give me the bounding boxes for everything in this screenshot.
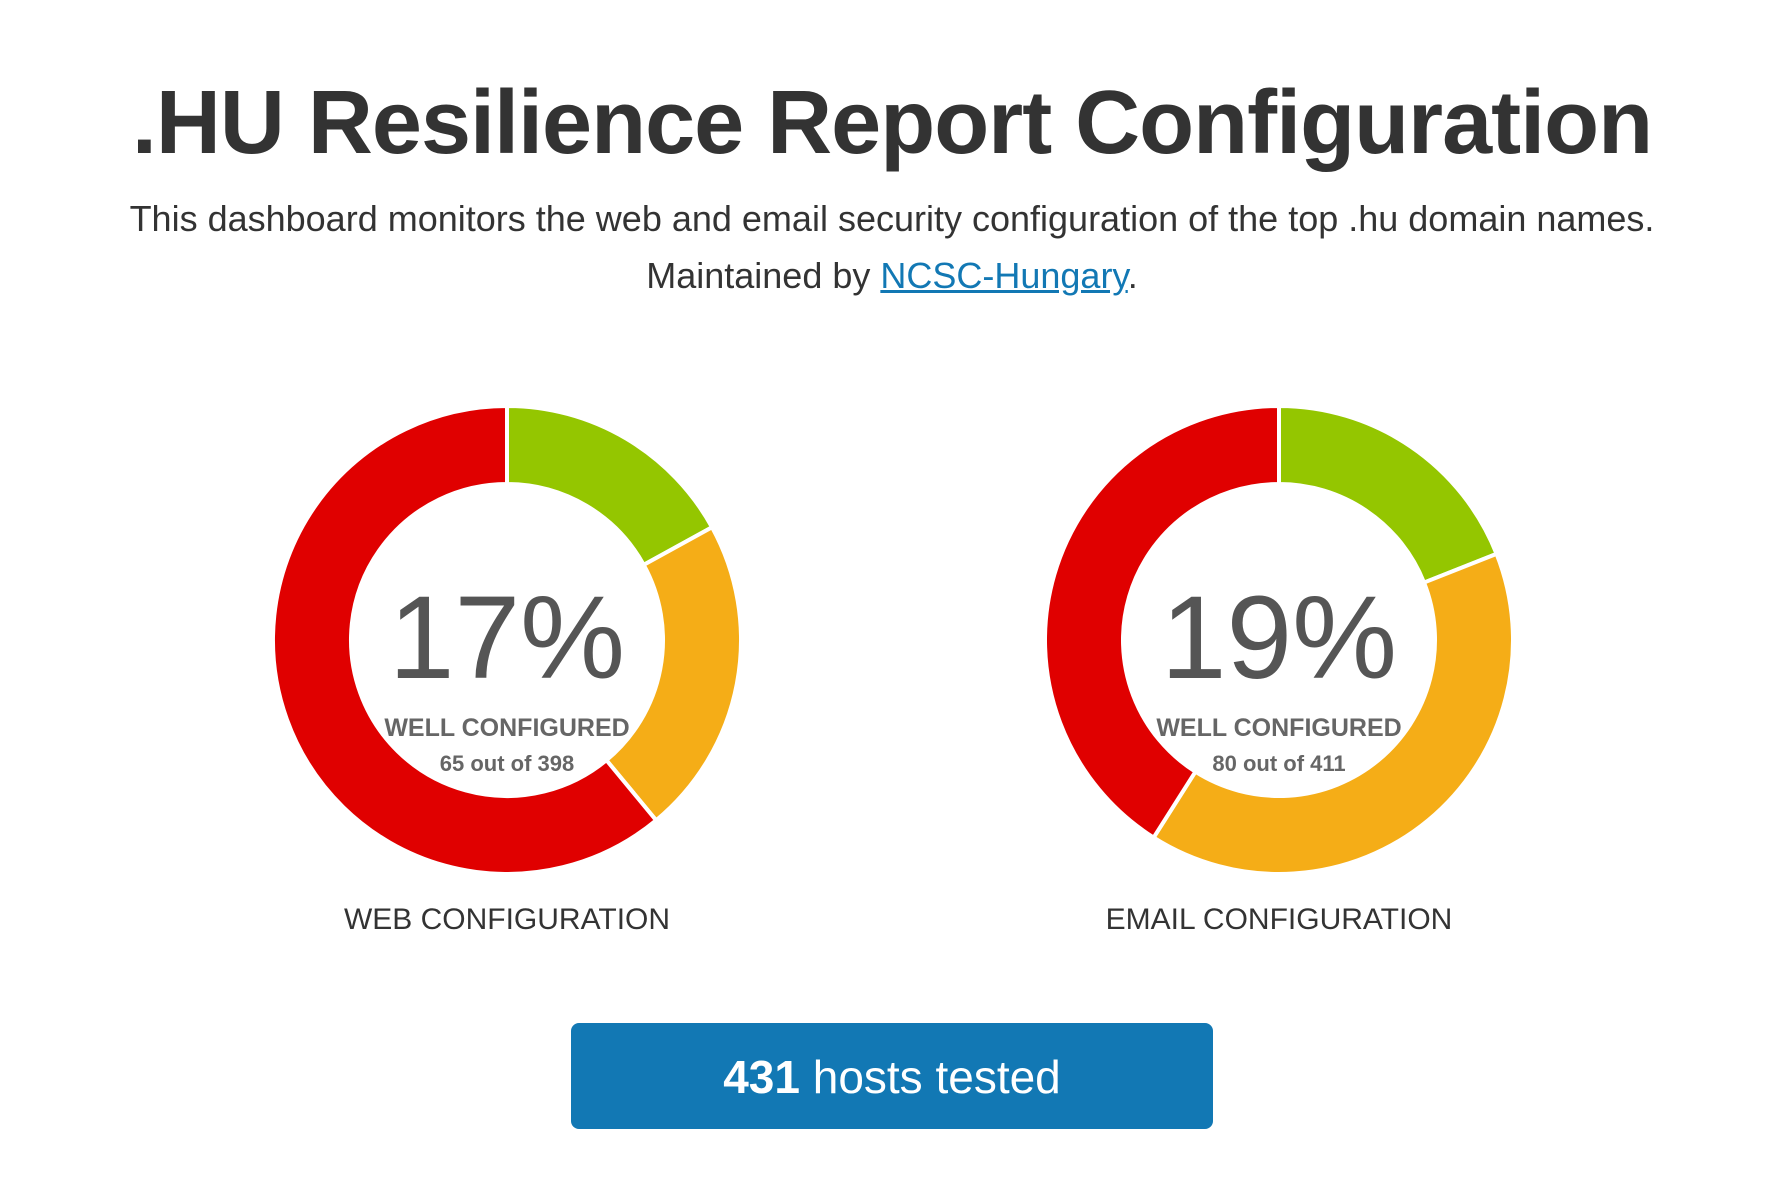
center-label: WELL CONFIGURED bbox=[1156, 714, 1401, 742]
description-text: This dashboard monitors the web and emai… bbox=[129, 198, 1655, 239]
center-percentage: 19% bbox=[1161, 572, 1397, 704]
center-detail: 80 out of 411 bbox=[1212, 751, 1345, 776]
hosts-count: 431 bbox=[723, 1051, 800, 1103]
hosts-tested-button[interactable]: 431 hosts tested bbox=[571, 1023, 1213, 1129]
email-configuration-chart: 19% WELL CONFIGURED 80 out of 411 EMAIL CO… bbox=[929, 395, 1629, 955]
hosts-label: hosts tested bbox=[799, 1051, 1061, 1103]
email-configuration-caption: EMAIL CONFIGURATION bbox=[1105, 903, 1453, 936]
donut-slice-warning bbox=[603, 524, 743, 824]
donut-slice-warning bbox=[1150, 551, 1515, 875]
ncsc-hungary-link[interactable]: NCSC-Hungary bbox=[880, 255, 1128, 296]
center-percentage: 17% bbox=[389, 572, 625, 704]
web-configuration-donut: 17% WELL CONFIGURED 65 out of 398 bbox=[271, 403, 743, 875]
page-description: This dashboard monitors the web and emai… bbox=[0, 190, 1784, 304]
donut-slice-good bbox=[505, 403, 715, 568]
donut-slice-good bbox=[1277, 403, 1500, 586]
web-configuration-chart: 17% WELL CONFIGURED 65 out of 398 WEB CONF… bbox=[157, 395, 857, 955]
page-title: .HU Resilience Report Configuration bbox=[131, 73, 1653, 173]
email-configuration-donut: 19% WELL CONFIGURED 80 out of 411 bbox=[1043, 403, 1515, 875]
donut-slice-bad bbox=[271, 403, 659, 875]
web-configuration-caption: WEB CONFIGURATION bbox=[343, 903, 671, 936]
center-detail: 65 out of 398 bbox=[440, 751, 574, 776]
maintained-prefix: Maintained by bbox=[646, 255, 881, 296]
maintained-suffix: . bbox=[1127, 255, 1138, 296]
donut-slice-bad bbox=[1043, 403, 1281, 841]
center-label: WELL CONFIGURED bbox=[384, 714, 629, 742]
